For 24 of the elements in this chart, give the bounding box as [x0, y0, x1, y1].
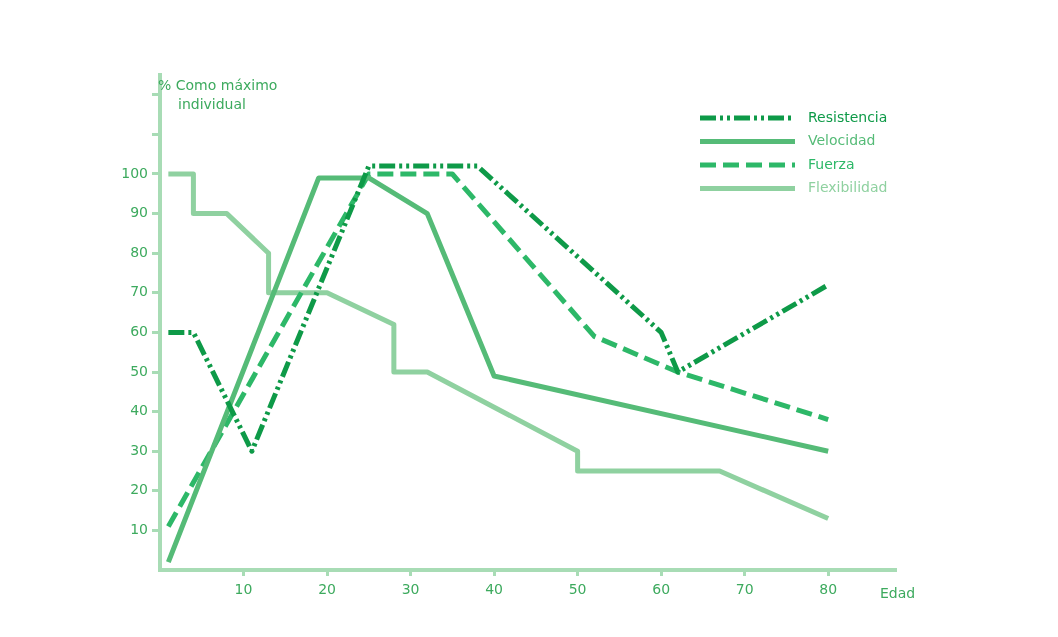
- y-tick-label: 80: [130, 243, 148, 260]
- y-tick-label: 10: [130, 521, 148, 538]
- x-tick-label: 30: [401, 581, 420, 598]
- y-tick-label: 40: [130, 402, 148, 419]
- y-tick-label: 90: [130, 204, 148, 221]
- y-tick-label: 50: [130, 362, 148, 379]
- text: Velocidad: [808, 132, 876, 149]
- y-tick-label: 70: [130, 283, 148, 300]
- text: Fuerza: [808, 155, 855, 172]
- text: Resistencia: [808, 108, 888, 125]
- x-tick-label: 10: [234, 581, 253, 598]
- x-tick-label: 20: [318, 581, 336, 598]
- x-tick-label: 50: [568, 581, 587, 598]
- y-tick-label: 20: [130, 481, 148, 498]
- y-tick-label: 60: [130, 323, 148, 340]
- y-axis-title: % Como máximo individual: [158, 76, 278, 114]
- x-tick-label: 60: [652, 581, 671, 598]
- x-axis-title: Edad: [880, 584, 916, 603]
- y-tick-label: 30: [130, 441, 148, 458]
- text: Flexibilidad: [808, 179, 888, 196]
- x-tick-label: 70: [735, 581, 754, 598]
- x-tick-label: 40: [485, 581, 503, 598]
- x-tick-label: 80: [819, 581, 838, 598]
- y-tick-label: 100: [121, 164, 148, 181]
